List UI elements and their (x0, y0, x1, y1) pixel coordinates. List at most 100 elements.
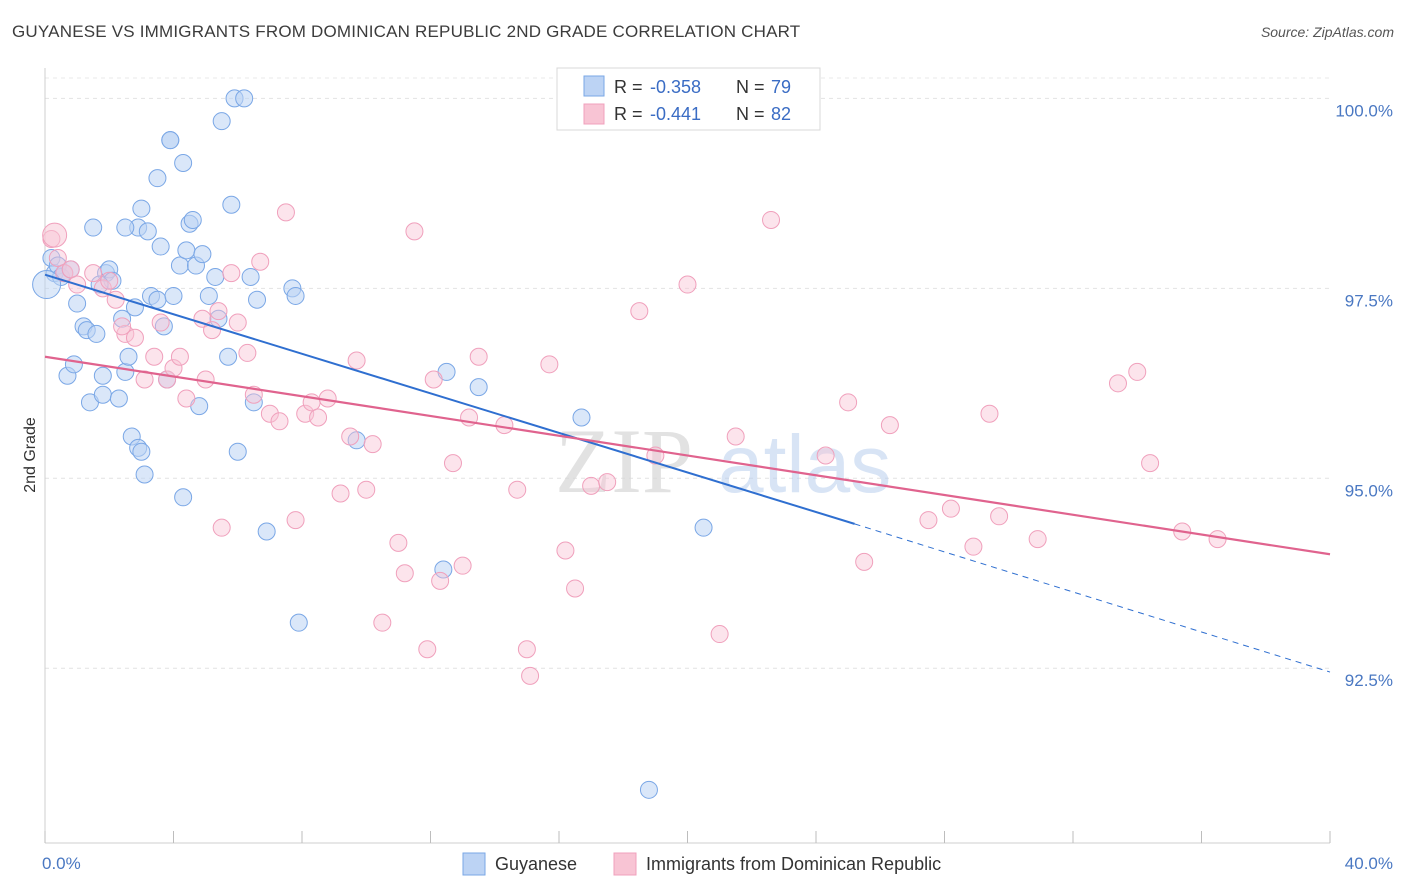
guyanese-point (68, 294, 87, 313)
guyanese-point (228, 442, 247, 461)
dominican-point (203, 321, 222, 340)
guyanese-point (235, 89, 254, 108)
dominican-point (389, 533, 408, 552)
guyanese-point (93, 366, 112, 385)
dominican-point (238, 343, 257, 362)
dominican-point (990, 507, 1009, 526)
dominican-point (566, 579, 585, 598)
dominican-point (582, 476, 601, 495)
dominican-point (151, 313, 170, 332)
guyanese-point (87, 324, 106, 343)
dominican-point (395, 564, 414, 583)
guyanese-point (161, 131, 180, 150)
dominican-point (48, 248, 67, 267)
guyanese-point (109, 389, 128, 408)
guyanese-point (164, 286, 183, 305)
dominican-point (145, 347, 164, 366)
y-tick-label: 92.5% (1345, 671, 1393, 690)
dominican-point (964, 537, 983, 556)
dominican-point (93, 279, 112, 298)
guyanese-point (286, 286, 305, 305)
legend-r-value-2: -0.441 (650, 104, 701, 124)
bottom-legend-swatch-dominican (613, 852, 637, 876)
guyanese-point (64, 355, 83, 374)
dominican-point (424, 370, 443, 389)
legend-swatch-dominican (583, 103, 605, 125)
x-tick-label-min: 0.0% (42, 854, 81, 873)
guyanese-point (257, 522, 276, 541)
guyanese-point (222, 195, 241, 214)
dominican-point (762, 210, 781, 229)
x-tick-label-max: 40.0% (1345, 854, 1393, 873)
dominican-point (125, 328, 144, 347)
dominican-point (556, 541, 575, 560)
dominican-points (42, 203, 1227, 685)
dominican-point (309, 408, 328, 427)
source-label: Source: ZipAtlas.com (1260, 24, 1394, 40)
guyanese-point (244, 393, 263, 412)
dominican-point (941, 499, 960, 518)
bottom-legend-swatch-guyanese (462, 852, 486, 876)
y-tick-labels: 92.5% 95.0% 97.5% 100.0% (1335, 101, 1393, 690)
legend-swatch-guyanese (583, 75, 605, 97)
chart-title: GUYANESE VS IMMIGRANTS FROM DOMINICAN RE… (12, 22, 801, 41)
dominican-point (341, 427, 360, 446)
dominican-point (678, 275, 697, 294)
dominican-point (61, 260, 80, 279)
guyanese-point (148, 169, 167, 188)
bottom-legend-dominican: Immigrants from Dominican Republic (646, 854, 941, 874)
guyanese-point (174, 153, 193, 172)
dominican-point (980, 404, 999, 423)
guyanese-point (469, 378, 488, 397)
guyanese-point (572, 408, 591, 427)
y-tick-label: 97.5% (1345, 291, 1393, 310)
guyanese-point (93, 385, 112, 404)
dominican-point (1208, 530, 1227, 549)
guyanese-point (119, 347, 138, 366)
guyanese-point (212, 112, 231, 131)
dominican-point (222, 264, 241, 283)
y-tick-label: 100.0% (1335, 101, 1393, 120)
guyanese-point (434, 560, 453, 579)
dominican-point (170, 347, 189, 366)
dominican-point (443, 454, 462, 473)
bottom-legend-guyanese: Guyanese (495, 854, 577, 874)
guyanese-point (219, 347, 238, 366)
legend-r-label-2: R = (614, 104, 643, 124)
trend-lines (44, 273, 1331, 673)
dominican-point (1108, 374, 1127, 393)
watermark-zip: ZIP (555, 410, 693, 512)
axes (44, 68, 1331, 844)
guyanese-point (151, 237, 170, 256)
guyanese-point (132, 199, 151, 218)
guyanese-point (289, 613, 308, 632)
dominican-point (816, 446, 835, 465)
dominican-point (212, 518, 231, 537)
guyanese-point (84, 218, 103, 237)
dominican-point (228, 313, 247, 332)
dominican-point (331, 484, 350, 503)
dominican-point (540, 355, 559, 374)
legend-n-label-1: N = (736, 77, 765, 97)
dominican-point (347, 351, 366, 370)
legend-r-label-1: R = (614, 77, 643, 97)
dominican-point (1028, 530, 1047, 549)
guyanese-point (113, 309, 132, 328)
dominican-point (276, 203, 295, 222)
guyanese-trend-line (44, 273, 855, 525)
guyanese-point (241, 267, 260, 286)
dominican-point (373, 613, 392, 632)
guyanese-point (694, 518, 713, 537)
dominican-point (84, 264, 103, 283)
legend-n-value-2: 82 (771, 104, 791, 124)
guyanese-point (177, 241, 196, 260)
dominican-point (855, 552, 874, 571)
legend-n-label-2: N = (736, 104, 765, 124)
dominican-point (880, 416, 899, 435)
dominican-point (839, 393, 858, 412)
guyanese-point (199, 286, 218, 305)
guyanese-point (138, 222, 157, 241)
y-tick-label: 95.0% (1345, 481, 1393, 500)
dominican-point (453, 556, 472, 575)
